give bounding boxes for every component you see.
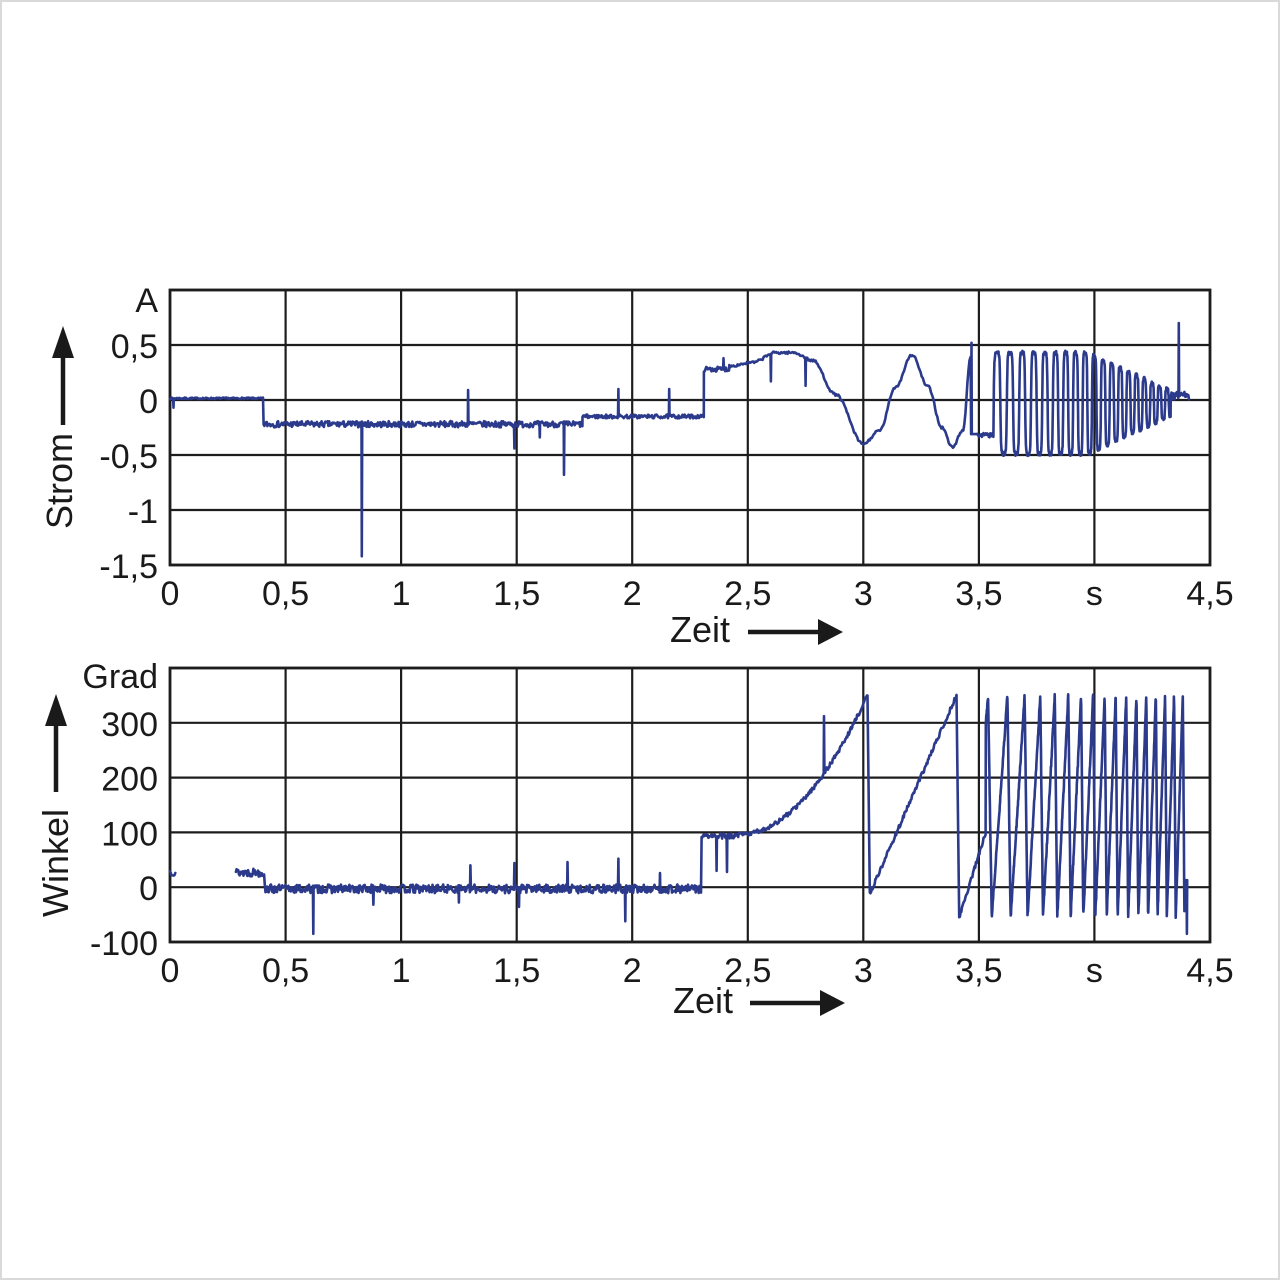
x-tick-label: 1	[392, 952, 411, 990]
winkel-series	[168, 692, 1189, 936]
y-tick-label: -0,5	[99, 438, 158, 476]
x-tick-label: 3	[854, 952, 873, 990]
up-arrow-icon	[52, 326, 74, 358]
x-tick-label: 0	[161, 575, 180, 613]
x-tick-label: 4,5	[1186, 575, 1233, 613]
x-tick-label: s	[1086, 575, 1103, 613]
x-tick-label: 2,5	[724, 575, 771, 613]
x-tick-label: 2	[623, 575, 642, 613]
x-tick-label: 4,5	[1186, 952, 1233, 990]
strom-y-axis-title: Strom	[39, 326, 80, 529]
x-tick-label: 2	[623, 952, 642, 990]
winkel-y-axis-title: Winkel	[35, 694, 76, 917]
x-tick-label: 2,5	[724, 952, 771, 990]
winkel-axis-label: Winkel	[35, 809, 76, 917]
x-tick-label: 1,5	[493, 575, 540, 613]
strom-y-tick-labels: 0,5 0 -0,5 -1 -1,5	[99, 328, 158, 586]
y-tick-label: -1	[128, 493, 158, 531]
y-tick-label: 0	[139, 870, 158, 908]
y-tick-label: 300	[101, 706, 158, 744]
y-tick-label: 0	[139, 383, 158, 421]
strom-grid	[168, 288, 1212, 567]
x-tick-label: 3	[854, 575, 873, 613]
y-tick-label: 100	[101, 815, 158, 853]
winkel-x-tick-labels: 0 0,5 1 1,5 2 2,5 3 3,5 s 4,5	[161, 952, 1234, 990]
x-tick-label: 1	[392, 575, 411, 613]
x-tick-label: 3,5	[955, 952, 1002, 990]
x-tick-label: 3,5	[955, 575, 1002, 613]
strom-unit-label: A	[135, 282, 158, 320]
x-tick-label: s	[1086, 952, 1103, 990]
x-tick-label: 0,5	[262, 575, 309, 613]
y-tick-label: -1,5	[99, 548, 158, 586]
strom-plot-border	[168, 288, 1212, 567]
x-tick-label: 0	[161, 952, 180, 990]
strom-axis-label: Strom	[39, 433, 80, 529]
strom-x-tick-labels: 0 0,5 1 1,5 2 2,5 3 3,5 s 4,5	[161, 575, 1234, 613]
strom-chart: 0,5 0 -0,5 -1 -1,5 0 0,5 1 1,5 2 2,5 3 3,5 s 4,5 A St…	[39, 282, 1234, 650]
winkel-unit-label: Grad	[82, 658, 158, 696]
y-tick-label: 200	[101, 761, 158, 799]
winkel-xaxis-label: Zeit	[673, 980, 733, 1021]
strom-xaxis-label: Zeit	[670, 609, 730, 650]
right-arrow-icon	[818, 619, 843, 645]
winkel-x-axis-title: Zeit	[673, 980, 845, 1021]
strom-series	[168, 321, 1191, 558]
strom-x-axis-title: Zeit	[670, 609, 843, 650]
y-tick-label: -100	[90, 925, 158, 963]
x-tick-label: 0,5	[262, 952, 309, 990]
x-tick-label: 1,5	[493, 952, 540, 990]
winkel-plot-border	[168, 666, 1212, 944]
y-tick-label: 0,5	[111, 328, 158, 366]
up-arrow-icon	[45, 694, 67, 726]
right-arrow-icon	[820, 990, 845, 1016]
winkel-y-tick-labels: 300 200 100 0 -100	[90, 706, 158, 963]
